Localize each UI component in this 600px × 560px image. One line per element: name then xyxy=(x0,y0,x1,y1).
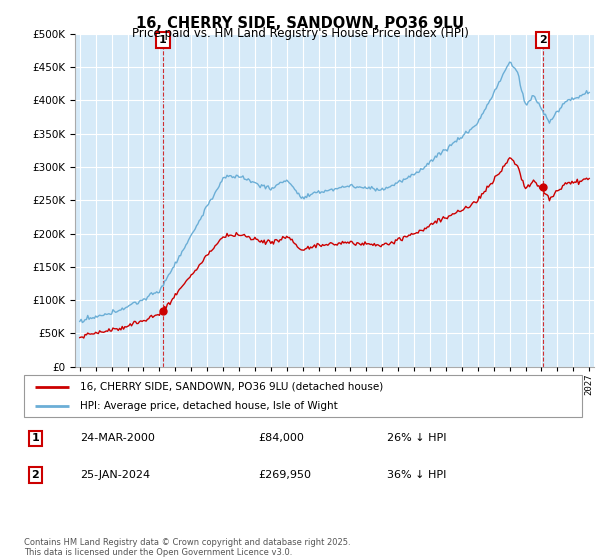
Text: 36% ↓ HPI: 36% ↓ HPI xyxy=(387,470,446,480)
Text: 25-JAN-2024: 25-JAN-2024 xyxy=(80,470,150,480)
Text: 16, CHERRY SIDE, SANDOWN, PO36 9LU (detached house): 16, CHERRY SIDE, SANDOWN, PO36 9LU (deta… xyxy=(80,381,383,391)
Text: 24-MAR-2000: 24-MAR-2000 xyxy=(80,433,155,444)
Text: 1: 1 xyxy=(159,35,167,45)
Text: 16, CHERRY SIDE, SANDOWN, PO36 9LU: 16, CHERRY SIDE, SANDOWN, PO36 9LU xyxy=(136,16,464,31)
Text: 26% ↓ HPI: 26% ↓ HPI xyxy=(387,433,446,444)
Text: £84,000: £84,000 xyxy=(259,433,304,444)
Text: 2: 2 xyxy=(31,470,39,480)
Text: 2: 2 xyxy=(539,35,547,45)
Text: HPI: Average price, detached house, Isle of Wight: HPI: Average price, detached house, Isle… xyxy=(80,401,338,411)
FancyBboxPatch shape xyxy=(24,375,582,417)
Text: 1: 1 xyxy=(31,433,39,444)
Text: Price paid vs. HM Land Registry's House Price Index (HPI): Price paid vs. HM Land Registry's House … xyxy=(131,27,469,40)
Text: £269,950: £269,950 xyxy=(259,470,311,480)
Text: Contains HM Land Registry data © Crown copyright and database right 2025.
This d: Contains HM Land Registry data © Crown c… xyxy=(24,538,350,557)
